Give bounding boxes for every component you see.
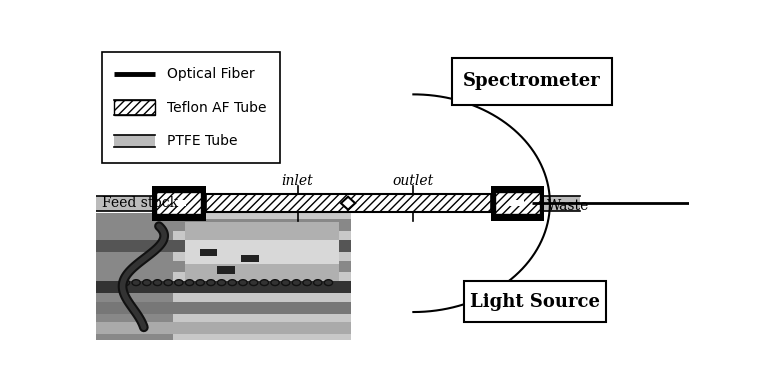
Bar: [152, 186, 205, 221]
Bar: [510, 200, 525, 206]
Text: inlet: inlet: [282, 174, 313, 188]
Bar: [241, 255, 259, 262]
Text: Spectrometer: Spectrometer: [463, 72, 601, 90]
Bar: [495, 192, 540, 214]
Ellipse shape: [132, 280, 140, 286]
Ellipse shape: [250, 280, 258, 286]
Bar: [102, 52, 280, 163]
Bar: [96, 219, 351, 231]
Ellipse shape: [313, 280, 322, 286]
Bar: [113, 135, 155, 147]
Ellipse shape: [239, 280, 247, 286]
Bar: [532, 196, 580, 210]
Bar: [218, 267, 235, 274]
Bar: [96, 302, 351, 314]
Bar: [96, 240, 351, 252]
Text: Waste: Waste: [547, 199, 589, 213]
Text: Feed stock: Feed stock: [102, 196, 178, 210]
Text: Optical Fiber: Optical Fiber: [167, 67, 254, 81]
Ellipse shape: [228, 280, 237, 286]
Ellipse shape: [324, 280, 332, 286]
Text: PTFE Tube: PTFE Tube: [167, 134, 237, 148]
Ellipse shape: [293, 280, 300, 286]
Bar: [96, 196, 164, 210]
Bar: [156, 192, 201, 214]
Text: Teflon AF Tube: Teflon AF Tube: [167, 100, 267, 115]
Ellipse shape: [260, 280, 269, 286]
Bar: [96, 261, 351, 272]
Bar: [452, 58, 612, 105]
Ellipse shape: [207, 280, 215, 286]
Bar: [490, 186, 544, 221]
Ellipse shape: [164, 280, 172, 286]
Bar: [113, 100, 155, 115]
Bar: [96, 214, 173, 340]
Text: outlet: outlet: [393, 174, 434, 188]
Bar: [96, 214, 351, 340]
Ellipse shape: [142, 280, 151, 286]
Polygon shape: [341, 197, 355, 210]
Ellipse shape: [218, 280, 226, 286]
Bar: [185, 240, 339, 264]
Text: Light Source: Light Source: [470, 293, 600, 311]
Ellipse shape: [271, 280, 279, 286]
Ellipse shape: [282, 280, 290, 286]
Ellipse shape: [175, 280, 183, 286]
Bar: [464, 281, 607, 322]
Ellipse shape: [196, 280, 205, 286]
Bar: [96, 281, 351, 293]
Ellipse shape: [303, 280, 311, 286]
Bar: [172, 200, 186, 206]
Ellipse shape: [185, 280, 194, 286]
Bar: [96, 322, 351, 334]
Bar: [205, 194, 490, 212]
Ellipse shape: [153, 280, 162, 286]
Ellipse shape: [121, 280, 129, 286]
Bar: [200, 249, 218, 256]
Bar: [185, 222, 339, 281]
